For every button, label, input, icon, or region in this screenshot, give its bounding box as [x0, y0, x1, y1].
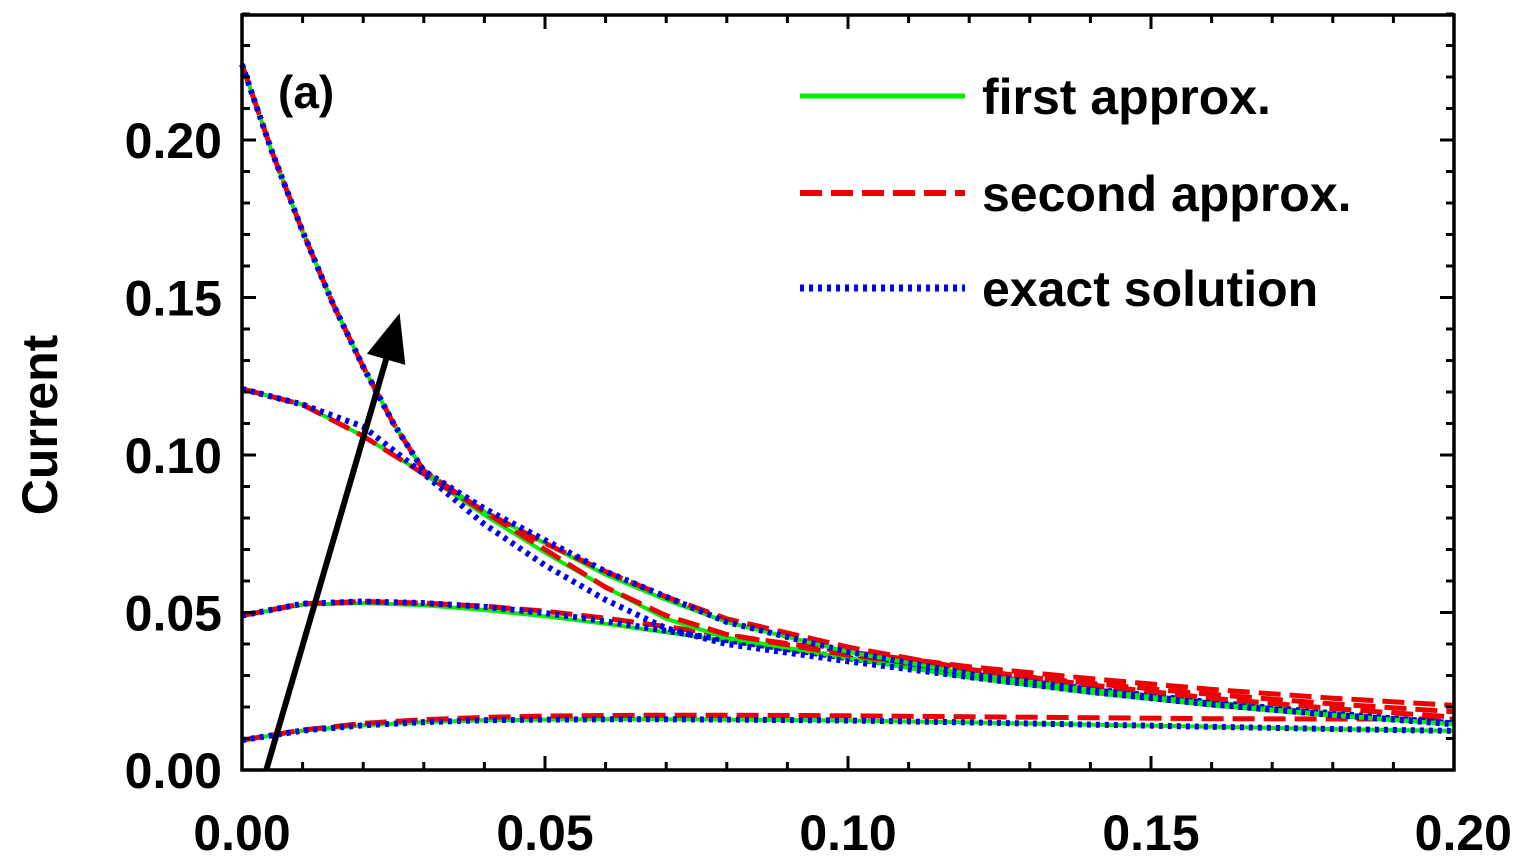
- y-tick-label: 0.05: [125, 586, 222, 642]
- curve-1-exact-solution: [241, 716, 1455, 744]
- x-tick-label: 0.10: [799, 805, 896, 861]
- arrow-head: [366, 313, 406, 365]
- y-axis-label: Current: [12, 334, 68, 515]
- y-tick-label: 0.15: [125, 271, 222, 327]
- curve-1-second-approx: [241, 712, 1454, 743]
- data-curves: [239, 63, 1455, 744]
- y-tick-label: 0.20: [125, 113, 222, 169]
- curve-4-second-approx: [239, 63, 1455, 720]
- axis-tick-labels: 0.00 0.05 0.10 0.15 0.20 0.00 0.05 0.10 0.15 0.20: [125, 113, 1512, 861]
- panel-label: (a): [278, 66, 334, 118]
- curve-4-first-approx: [240, 63, 1455, 727]
- trend-arrow: [263, 313, 406, 771]
- axis-ticks: [240, 12, 1456, 772]
- legend: first approx. second approx. exact solutio…: [800, 69, 1352, 317]
- curve-3-second-approx: [241, 386, 1455, 715]
- y-tick-label: 0.10: [125, 428, 222, 484]
- x-tick-label: 0.15: [1102, 805, 1199, 861]
- legend-label-exact-solution: exact solution: [982, 261, 1318, 317]
- legend-label-second-approx: second approx.: [982, 166, 1352, 222]
- legend-label-first-approx: first approx.: [982, 69, 1271, 125]
- x-tick-label: 0.20: [1415, 805, 1512, 861]
- y-tick-label: 0.00: [125, 743, 222, 799]
- x-tick-label: 0.05: [496, 805, 593, 861]
- curve-3-first-approx: [241, 386, 1455, 727]
- arrow-shaft: [263, 358, 389, 771]
- x-tick-label: 0.00: [193, 805, 290, 861]
- curve-4-exact-solution: [239, 63, 1455, 728]
- curve-3-exact-solution: [241, 385, 1455, 727]
- curve-2-second-approx: [241, 599, 1455, 708]
